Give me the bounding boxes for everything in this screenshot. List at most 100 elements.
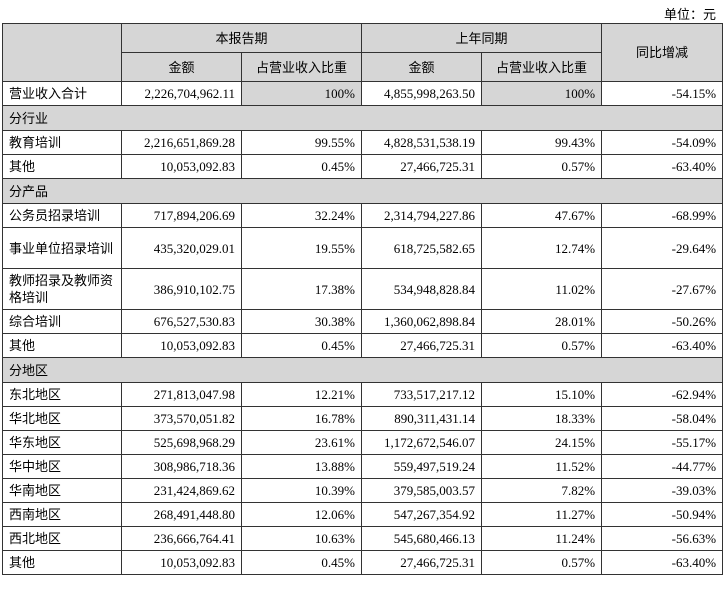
current-amount: 525,698,968.29 xyxy=(121,430,242,455)
table-row: 其他 10,053,092.83 0.45% 27,466,725.31 0.57% -6… xyxy=(2,550,724,575)
section-header-row: 分地区 xyxy=(1,357,724,383)
yoy-change: -44.77% xyxy=(601,454,724,479)
table-row: 教育培训 2,216,651,869.28 99.55% 4,828,531,538.… xyxy=(2,130,724,155)
current-amount: 236,666,764.41 xyxy=(121,526,242,551)
prior-ratio: 7.82% xyxy=(481,478,603,503)
prior-amount: 547,267,354.92 xyxy=(361,502,483,527)
row-label: 营业收入合计 xyxy=(2,81,122,106)
table-row: 华东地区 525,698,968.29 23.61% 1,172,672,546.07… xyxy=(2,430,724,455)
current-amount: 2,226,704,962.11 xyxy=(121,81,242,106)
row-label: 西南地区 xyxy=(2,502,122,527)
header-prior-amount: 金额 xyxy=(361,52,483,82)
prior-ratio: 15.10% xyxy=(481,382,603,407)
section-title: 分产品 xyxy=(1,178,724,204)
table-row: 其他 10,053,092.83 0.45% 27,466,725.31 0.57% -6… xyxy=(2,333,724,358)
yoy-change: -50.94% xyxy=(601,502,724,527)
row-label: 东北地区 xyxy=(2,382,122,407)
current-amount: 10,053,092.83 xyxy=(121,333,242,358)
current-ratio: 0.45% xyxy=(240,333,363,358)
section-title: 分行业 xyxy=(1,105,724,131)
current-ratio: 17.38% xyxy=(240,268,363,310)
current-ratio: 10.63% xyxy=(240,526,363,551)
prior-amount: 559,497,519.24 xyxy=(361,454,483,479)
current-amount: 308,986,718.36 xyxy=(121,454,242,479)
table-row: 事业单位招录培训 435,320,029.01 19.55% 618,725,582.… xyxy=(2,227,724,269)
prior-ratio: 11.52% xyxy=(481,454,603,479)
current-amount: 10,053,092.83 xyxy=(121,154,242,179)
row-label: 华南地区 xyxy=(2,478,122,503)
header-blank xyxy=(2,23,122,82)
row-label: 教师招录及教师资格培训 xyxy=(2,268,122,310)
current-amount: 373,570,051.82 xyxy=(121,406,242,431)
prior-ratio: 18.33% xyxy=(481,406,603,431)
prior-amount: 618,725,582.65 xyxy=(361,227,483,269)
table-row: 华北地区 373,570,051.82 16.78% 890,311,431.14 18… xyxy=(2,406,724,431)
current-amount: 231,424,869.62 xyxy=(121,478,242,503)
yoy-change: -55.17% xyxy=(601,430,724,455)
current-ratio: 99.55% xyxy=(240,130,363,155)
table-row: 西南地区 268,491,448.80 12.06% 547,267,354.92 11… xyxy=(2,502,724,527)
row-label: 公务员招录培训 xyxy=(2,203,122,228)
yoy-change: -50.26% xyxy=(601,309,724,334)
yoy-change: -54.09% xyxy=(601,130,724,155)
prior-ratio: 28.01% xyxy=(481,309,603,334)
prior-amount: 733,517,217.12 xyxy=(361,382,483,407)
yoy-change: -54.15% xyxy=(601,81,724,106)
prior-amount: 534,948,828.84 xyxy=(361,268,483,310)
header-prior-ratio: 占营业收入比重 xyxy=(481,52,603,82)
table-row: 西北地区 236,666,764.41 10.63% 545,680,466.13 11… xyxy=(2,526,724,551)
current-amount: 268,491,448.80 xyxy=(121,502,242,527)
prior-amount: 1,360,062,898.84 xyxy=(361,309,483,334)
prior-ratio: 99.43% xyxy=(481,130,603,155)
table-row: 华南地区 231,424,869.62 10.39% 379,585,003.57 7.… xyxy=(2,478,724,503)
revenue-composition-table: 本报告期 上年同期 同比增减 金额 占营业收入比重 金额 占营业收入比重 营业收… xyxy=(1,23,724,575)
current-amount: 435,320,029.01 xyxy=(121,227,242,269)
row-label: 西北地区 xyxy=(2,526,122,551)
current-ratio: 16.78% xyxy=(240,406,363,431)
row-label: 其他 xyxy=(2,154,122,179)
prior-amount: 27,466,725.31 xyxy=(361,333,483,358)
section-header-row: 分产品 xyxy=(1,178,724,204)
yoy-change: -29.64% xyxy=(601,227,724,269)
row-label: 其他 xyxy=(2,550,122,575)
prior-amount: 4,855,998,263.50 xyxy=(361,81,483,106)
table-row: 公务员招录培训 717,894,206.69 32.24% 2,314,794,227… xyxy=(2,203,724,228)
prior-ratio: 100% xyxy=(481,81,603,106)
row-label: 其他 xyxy=(2,333,122,358)
current-amount: 10,053,092.83 xyxy=(121,550,242,575)
row-label: 事业单位招录培训 xyxy=(2,227,122,269)
current-ratio: 23.61% xyxy=(240,430,363,455)
table-row: 其他 10,053,092.83 0.45% 27,466,725.31 0.57% -6… xyxy=(2,154,724,179)
yoy-change: -27.67% xyxy=(601,268,724,310)
prior-ratio: 24.15% xyxy=(481,430,603,455)
row-label: 综合培训 xyxy=(2,309,122,334)
current-ratio: 32.24% xyxy=(240,203,363,228)
section-header-row: 分行业 xyxy=(1,105,724,131)
current-ratio: 12.21% xyxy=(240,382,363,407)
current-amount: 676,527,530.83 xyxy=(121,309,242,334)
row-label: 华中地区 xyxy=(2,454,122,479)
prior-amount: 890,311,431.14 xyxy=(361,406,483,431)
yoy-change: -58.04% xyxy=(601,406,724,431)
row-label: 华北地区 xyxy=(2,406,122,431)
current-ratio: 13.88% xyxy=(240,454,363,479)
prior-amount: 27,466,725.31 xyxy=(361,154,483,179)
prior-ratio: 0.57% xyxy=(481,550,603,575)
table-row: 综合培训 676,527,530.83 30.38% 1,360,062,898.84… xyxy=(2,309,724,334)
prior-amount: 2,314,794,227.86 xyxy=(361,203,483,228)
current-amount: 2,216,651,869.28 xyxy=(121,130,242,155)
prior-amount: 1,172,672,546.07 xyxy=(361,430,483,455)
prior-ratio: 12.74% xyxy=(481,227,603,269)
prior-amount: 4,828,531,538.19 xyxy=(361,130,483,155)
prior-ratio: 0.57% xyxy=(481,333,603,358)
prior-amount: 545,680,466.13 xyxy=(361,526,483,551)
row-label: 华东地区 xyxy=(2,430,122,455)
current-ratio: 10.39% xyxy=(240,478,363,503)
current-ratio: 100% xyxy=(240,81,363,106)
yoy-change: -63.40% xyxy=(601,154,724,179)
header-current-amount: 金额 xyxy=(121,52,242,82)
prior-ratio: 11.24% xyxy=(481,526,603,551)
header-current-ratio: 占营业收入比重 xyxy=(240,52,363,82)
header-prior-period: 上年同期 xyxy=(361,23,603,53)
current-amount: 271,813,047.98 xyxy=(121,382,242,407)
